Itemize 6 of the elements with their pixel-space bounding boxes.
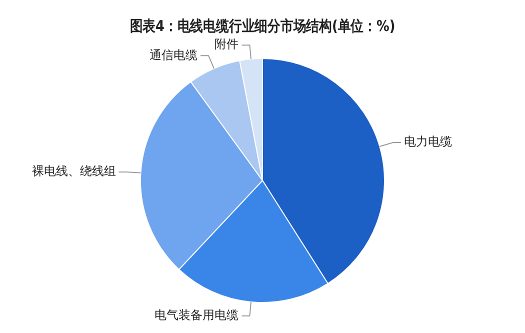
slice-label: 通信电缆: [149, 48, 198, 62]
slice-label: 电力电缆: [404, 134, 452, 149]
slice-label: 电气装备用电缆: [154, 308, 239, 322]
slice-label: 附件: [214, 37, 239, 52]
slice-label: 裸电线、绕线组: [32, 164, 116, 178]
chart-title: 图表4：电线电缆行业细分市场结构(单位：%): [130, 16, 396, 36]
